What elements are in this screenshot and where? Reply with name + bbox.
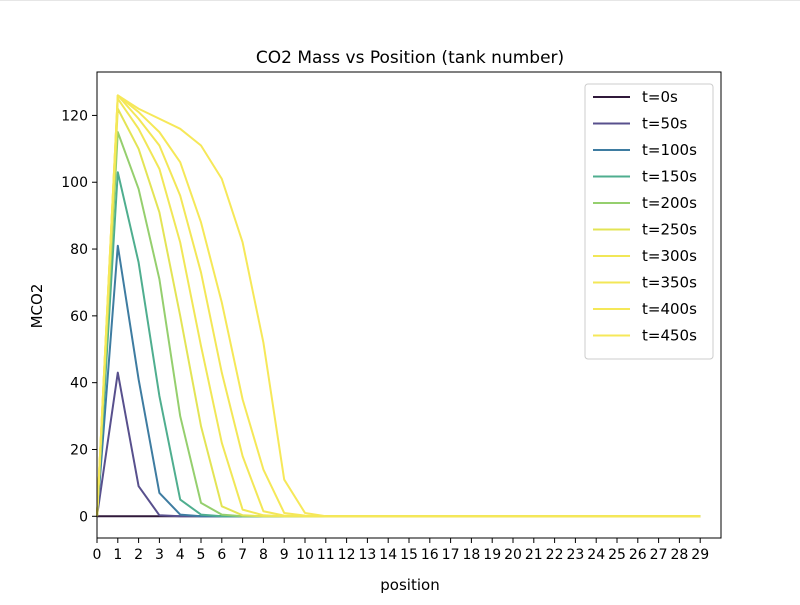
legend-label: t=150s	[642, 168, 697, 186]
top-border	[0, 0, 800, 1]
legend-label: t=350s	[642, 274, 697, 292]
y-tick-label: 60	[70, 309, 88, 325]
legend-box	[584, 83, 714, 360]
x-tick-label: 12	[338, 547, 356, 563]
y-tick-label: 80	[70, 242, 88, 258]
x-tick-label: 4	[176, 547, 185, 563]
legend-label: t=450s	[642, 327, 697, 345]
x-tick-label: 2	[134, 547, 143, 563]
legend: t=0s t=50s t=100s t=150s t=200s t=250s t=300s t…	[584, 83, 714, 360]
legend-label: t=100s	[642, 141, 697, 159]
x-tick-label: 27	[650, 547, 668, 563]
x-tick-label: 5	[197, 547, 206, 563]
x-tick-label: 21	[525, 547, 543, 563]
legend-label: t=0s	[642, 88, 678, 106]
chart-title: CO2 Mass vs Position (tank number)	[256, 48, 564, 68]
plot-area	[96, 94, 701, 518]
x-tick-label: 26	[629, 547, 647, 563]
x-tick-label: 20	[504, 547, 522, 563]
x-tick-label: 6	[217, 547, 226, 563]
x-tick-label: 10	[296, 547, 314, 563]
x-tick-label: 17	[442, 547, 460, 563]
y-tick-label: 20	[70, 442, 88, 458]
x-tick-label: 13	[358, 547, 376, 563]
x-tick-label: 28	[670, 547, 688, 563]
x-tick-label: 7	[238, 547, 247, 563]
x-tick-label: 8	[259, 547, 268, 563]
y-axis: 0 20 40 60 80 100 120	[61, 108, 97, 525]
y-tick-label: 100	[61, 175, 88, 191]
y-tick-label: 40	[70, 376, 88, 392]
x-tick-label: 19	[483, 547, 501, 563]
legend-label: t=50s	[642, 115, 688, 133]
x-tick-label: 29	[691, 547, 709, 563]
series-line-9	[96, 94, 701, 518]
x-tick-label: 15	[400, 547, 418, 563]
y-tick-label: 120	[61, 108, 88, 124]
x-tick-label: 24	[587, 547, 605, 563]
x-tick-label: 14	[379, 547, 397, 563]
legend-label: t=300s	[642, 247, 697, 265]
legend-label: t=250s	[642, 221, 697, 239]
legend-label: t=400s	[642, 300, 697, 318]
x-axis: 0 1 2 3 4 5 6 7 8 9 10 11 12 13 14 15 16 17 18 19 20 21 22 23 24…	[93, 538, 709, 563]
legend-label: t=200s	[642, 194, 697, 212]
x-tick-label: 1	[113, 547, 122, 563]
y-tick-label: 0	[79, 509, 88, 525]
x-tick-label: 3	[155, 547, 164, 563]
y-axis-label: MCO2	[28, 284, 46, 329]
x-tick-label: 11	[317, 547, 335, 563]
x-tick-label: 18	[462, 547, 480, 563]
x-tick-label: 23	[566, 547, 584, 563]
x-tick-label: 9	[280, 547, 289, 563]
x-tick-label: 22	[546, 547, 564, 563]
x-tick-label: 0	[93, 547, 102, 563]
x-tick-label: 16	[421, 547, 439, 563]
x-axis-label: position	[380, 576, 439, 594]
x-tick-label: 25	[608, 547, 626, 563]
